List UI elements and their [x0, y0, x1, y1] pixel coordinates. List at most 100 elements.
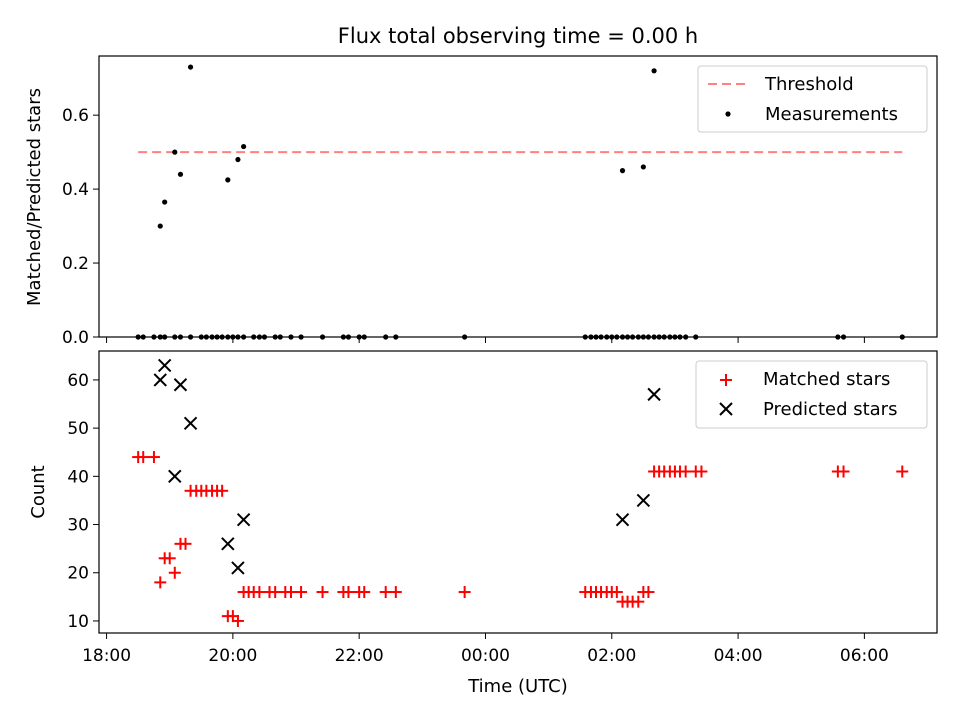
top-y-tick-label: 0.4	[62, 180, 89, 200]
matched-star-point	[316, 586, 329, 599]
predicted-star-point	[168, 469, 182, 484]
measurement-point	[656, 334, 662, 340]
measurement-point	[651, 68, 657, 74]
legend-measurement-label: Measurements	[765, 104, 898, 125]
matched-star-point	[163, 552, 176, 565]
top-y-ticks: 0.0 0.2 0.4 0.6	[62, 106, 99, 348]
matched-star-point	[253, 586, 266, 599]
measurement-point	[640, 334, 646, 340]
measurement-point	[172, 149, 178, 155]
matched-star-point	[147, 451, 160, 464]
measurement-point	[630, 334, 636, 340]
measurement-point	[241, 334, 247, 340]
legend-measurement-marker	[725, 111, 731, 117]
measurement-point	[609, 334, 615, 340]
measurement-point	[162, 334, 168, 340]
matched-star-point	[342, 586, 355, 599]
measurement-point	[261, 334, 268, 340]
measurement-point	[462, 334, 468, 340]
measurement-point	[157, 223, 163, 229]
measurement-point	[225, 334, 231, 340]
measurement-point	[251, 334, 257, 340]
top-y-axis-label: Matched/Predicted stars	[24, 88, 45, 306]
measurement-point	[187, 64, 194, 70]
measurement-points	[135, 64, 905, 340]
measurement-point	[383, 334, 389, 340]
matched-star-point	[679, 465, 692, 478]
measurement-point	[640, 164, 646, 170]
bottom-x-tick-label: 00:00	[461, 646, 510, 666]
predicted-star-point	[157, 358, 172, 373]
matched-star-point	[389, 586, 402, 599]
matched-star-point	[216, 484, 229, 497]
measurement-point	[683, 334, 689, 340]
matched-star-point	[179, 537, 192, 550]
measurement-point	[209, 334, 215, 340]
bottom-x-tick-label: 18:00	[82, 646, 131, 666]
top-y-tick-label: 0.0	[62, 328, 89, 348]
legend-matched-label: Matched stars	[763, 369, 890, 390]
bottom-y-tick-label: 30	[67, 516, 89, 536]
bottom-panel: 10 20 30 40 50 60 18:00 20:00 22:00 00:00 02:00 04…	[28, 350, 938, 697]
predicted-star-point	[636, 493, 651, 508]
matched-star-point	[269, 586, 282, 599]
predicted-star-point	[615, 513, 630, 527]
matched-star-point	[231, 614, 244, 627]
measurement-point	[140, 334, 146, 340]
top-legend-box	[697, 65, 928, 133]
measurement-point	[693, 334, 699, 340]
predicted-star-point	[236, 513, 251, 527]
measurement-point	[393, 334, 399, 340]
measurement-point	[835, 334, 841, 340]
measurement-point	[840, 334, 847, 340]
top-plot-frame	[98, 55, 938, 338]
matched-star-point	[379, 586, 392, 599]
measurement-point	[340, 334, 346, 340]
bottom-legend-box	[695, 360, 928, 429]
measurement-point	[135, 334, 141, 340]
measurement-point	[635, 334, 641, 340]
matched-star-point	[896, 465, 909, 478]
legend-threshold-label: Threshold	[764, 74, 854, 95]
measurement-point	[588, 334, 594, 340]
bottom-x-tick-label: 20:00	[208, 646, 257, 666]
top-legend: Threshold Measurements	[697, 65, 928, 133]
measurement-point	[614, 334, 620, 340]
matched-star-point	[137, 451, 150, 464]
bottom-y-axis-label: Count	[28, 465, 49, 518]
measurement-point	[661, 334, 667, 340]
bottom-legend: Matched stars Predicted stars	[695, 360, 928, 429]
bottom-x-axis-label: Time (UTC)	[467, 676, 568, 697]
measurement-point	[214, 334, 220, 340]
measurement-point	[225, 177, 231, 183]
measurement-point	[345, 334, 352, 340]
measurement-point	[162, 199, 168, 205]
measurement-point	[203, 334, 209, 340]
measurement-point	[277, 334, 283, 340]
measurement-point	[187, 334, 194, 340]
top-panel: 0.0 0.2 0.4 0.6 Matched/Predicted stars Thr…	[24, 55, 938, 348]
matched-star-point	[154, 576, 167, 589]
legend-matched-marker	[720, 374, 732, 386]
predicted-star-points	[153, 358, 661, 575]
measurement-point	[235, 334, 241, 340]
figure-title: Flux total observing time = 0.00 h	[338, 24, 698, 48]
measurement-point	[177, 334, 184, 340]
bottom-x-ticks: 18:00 20:00 22:00 00:00 02:00 04:00 06:00	[82, 633, 889, 666]
measurement-point	[288, 334, 294, 340]
measurement-point	[157, 334, 163, 340]
measurement-point	[667, 334, 673, 340]
measurement-point	[899, 334, 905, 340]
measurement-point	[241, 143, 247, 150]
matched-star-point	[610, 586, 623, 599]
top-y-tick-label: 0.2	[62, 254, 89, 274]
bottom-y-tick-label: 50	[67, 419, 89, 439]
bottom-x-tick-label: 22:00	[335, 646, 384, 666]
predicted-star-point	[221, 537, 235, 551]
measurement-point	[624, 334, 631, 340]
predicted-star-point	[647, 387, 661, 402]
bottom-y-tick-label: 60	[67, 371, 89, 391]
bottom-x-tick-label: 02:00	[587, 646, 636, 666]
measurement-point	[219, 334, 225, 340]
